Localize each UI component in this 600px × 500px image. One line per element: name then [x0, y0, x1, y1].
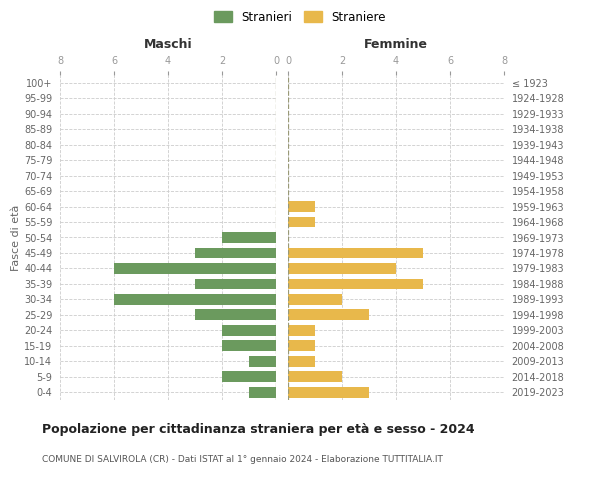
Bar [249, 387, 276, 398]
Bar [288, 216, 315, 228]
Text: COMUNE DI SALVIROLA (CR) - Dati ISTAT al 1° gennaio 2024 - Elaborazione TUTTITAL: COMUNE DI SALVIROLA (CR) - Dati ISTAT al… [42, 455, 443, 464]
X-axis label: Femmine: Femmine [364, 38, 428, 51]
Bar [288, 356, 315, 366]
Bar [222, 372, 276, 382]
Y-axis label: Fasce di età: Fasce di età [11, 204, 21, 270]
Bar [288, 372, 342, 382]
Bar [288, 325, 315, 336]
Bar [222, 325, 276, 336]
Bar [195, 278, 276, 289]
Bar [249, 356, 276, 366]
Bar [222, 232, 276, 243]
Text: Popolazione per cittadinanza straniera per età e sesso - 2024: Popolazione per cittadinanza straniera p… [42, 422, 475, 436]
Bar [195, 248, 276, 258]
Bar [288, 248, 423, 258]
Bar [222, 340, 276, 351]
Bar [114, 263, 276, 274]
Bar [288, 263, 396, 274]
Bar [288, 340, 315, 351]
Bar [288, 387, 369, 398]
Bar [114, 294, 276, 305]
Bar [288, 201, 315, 212]
Bar [195, 310, 276, 320]
Legend: Stranieri, Straniere: Stranieri, Straniere [209, 6, 391, 28]
Bar [288, 294, 342, 305]
Bar [288, 310, 369, 320]
Bar [288, 278, 423, 289]
X-axis label: Maschi: Maschi [143, 38, 193, 51]
